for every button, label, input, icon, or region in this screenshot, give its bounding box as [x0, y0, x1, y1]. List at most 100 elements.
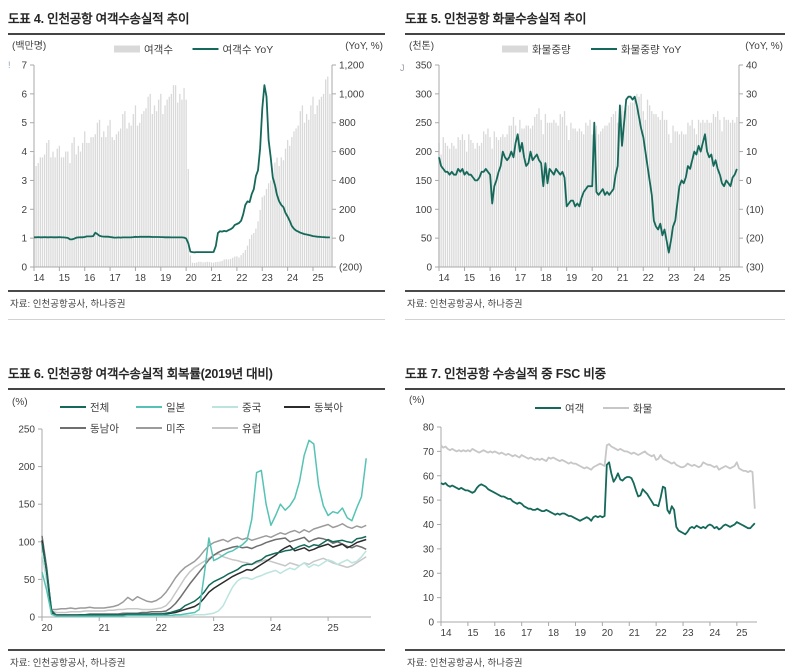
x-axis-label: 18 — [548, 628, 560, 639]
stray-mark: J — [400, 63, 405, 73]
bar-화물중량 — [583, 134, 585, 267]
bar-화물중량 — [702, 119, 704, 267]
bar-화물중량 — [668, 134, 670, 267]
bar-여객수 — [293, 131, 295, 267]
bar-화물중량 — [495, 137, 498, 267]
bar-여객수 — [58, 145, 61, 267]
bar-여객수 — [270, 180, 272, 267]
bar-화물중량 — [480, 142, 483, 267]
bar-화물중량 — [474, 148, 476, 267]
chart-area: 0 10 20 30 40 50 60 70 80 14 15 16 17 18 19 20 21 22 23 24 2… — [405, 390, 785, 648]
line-화물 — [440, 443, 756, 509]
bar-여객수 — [303, 122, 306, 268]
right-axis-label: (10) — [746, 205, 764, 216]
line-여객수 YoY — [34, 84, 330, 254]
bar-여객수 — [299, 111, 301, 267]
bar-여객수 — [316, 105, 318, 268]
legend-label: 동남아 — [90, 423, 119, 435]
bar-화물중량 — [536, 114, 538, 267]
x-axis-label: 24 — [287, 273, 299, 284]
left-axis-label: 0 — [426, 263, 432, 274]
bar-화물중량 — [578, 128, 581, 267]
bar-화물중량 — [442, 137, 444, 267]
bar-여객수 — [160, 93, 162, 267]
bar-화물중량 — [604, 125, 606, 267]
right-axis-label: 40 — [746, 61, 758, 72]
bar-화물중량 — [548, 122, 551, 268]
x-axis-label: 16 — [84, 273, 96, 284]
bar-화물중량 — [674, 131, 676, 267]
bar-여객수 — [75, 154, 77, 267]
left-axis-label: 0 — [29, 613, 35, 624]
legend-label: 중국 — [242, 402, 262, 414]
bar-여객수 — [189, 255, 192, 267]
bar-여객수 — [229, 258, 232, 267]
bar-여객수 — [103, 131, 105, 267]
x-axis-label: 14 — [438, 273, 450, 284]
x-axis-label: 20 — [186, 273, 198, 284]
legend-label: 화물중량 YoY — [621, 44, 681, 56]
bar-여객수 — [164, 105, 166, 268]
bar-화물중량 — [476, 142, 478, 267]
bar-여객수 — [305, 114, 308, 267]
bar-화물중량 — [691, 119, 693, 267]
chart-area: ! 0 1 2 3 4 5 6 7 (200) 0 200 400 600 800 1,000 1,200 14… — [8, 35, 385, 289]
bar-여객수 — [50, 157, 52, 267]
legend-bar-swatch — [114, 45, 140, 53]
bar-여객수 — [109, 119, 111, 267]
bar-여객수 — [43, 154, 46, 267]
bar-여객수 — [282, 160, 285, 267]
bar-화물중량 — [540, 119, 542, 267]
bar-여객수 — [62, 157, 65, 267]
right-axis-label: (30) — [746, 263, 764, 274]
bar-여객수 — [149, 93, 151, 267]
bar-화물중량 — [472, 142, 474, 267]
bar-화물중량 — [721, 131, 723, 267]
bar-화물중량 — [531, 125, 534, 267]
bar-화물중량 — [453, 145, 455, 267]
bar-여객수 — [297, 125, 299, 267]
bar-여객수 — [162, 114, 164, 267]
bar-여객수 — [81, 142, 84, 267]
bar-여객수 — [94, 134, 96, 267]
left-axis-label: 2 — [21, 205, 27, 216]
bar-여객수 — [151, 114, 153, 267]
bar-화물중량 — [519, 119, 521, 267]
left-axis-label: 250 — [18, 425, 35, 436]
bar-여객수 — [122, 114, 124, 267]
bar-여객수 — [73, 137, 75, 267]
x-axis-label: 17 — [110, 273, 122, 284]
bar-화물중량 — [491, 148, 493, 267]
x-axis-label: 21 — [617, 273, 629, 284]
bar-여객수 — [107, 125, 109, 267]
left-axis-label: 80 — [423, 423, 435, 434]
bar-여객수 — [196, 262, 198, 267]
left-axis-label: 0 — [21, 263, 27, 274]
left-axis-label: 30 — [423, 544, 435, 555]
bar-여객수 — [284, 148, 287, 267]
x-axis-label: 23 — [668, 273, 680, 284]
bar-여객수 — [246, 245, 249, 267]
bar-화물중량 — [697, 119, 700, 267]
bar-화물중량 — [678, 134, 681, 267]
bar-여객수 — [253, 232, 255, 267]
bar-화물중량 — [538, 108, 540, 267]
bar-여객수 — [185, 99, 187, 267]
bar-화물중량 — [621, 105, 623, 268]
bar-화물중량 — [706, 119, 708, 267]
bar-여객수 — [174, 85, 177, 267]
bar-여객수 — [289, 145, 291, 267]
x-axis-label: 22 — [643, 273, 655, 284]
bar-여객수 — [221, 260, 223, 267]
bar-여객수 — [134, 105, 137, 268]
x-axis-label: 18 — [541, 273, 553, 284]
bar-화물중량 — [617, 122, 619, 268]
line-전체 — [41, 535, 367, 617]
bar-화물중량 — [444, 142, 447, 267]
bar-여객수 — [120, 128, 122, 267]
panel-title: 도표 5. 인천공항 화물수송실적 추이 — [405, 6, 785, 35]
bar-화물중량 — [512, 116, 515, 267]
x-axis-label: 25 — [719, 273, 731, 284]
bar-여객수 — [213, 262, 215, 267]
